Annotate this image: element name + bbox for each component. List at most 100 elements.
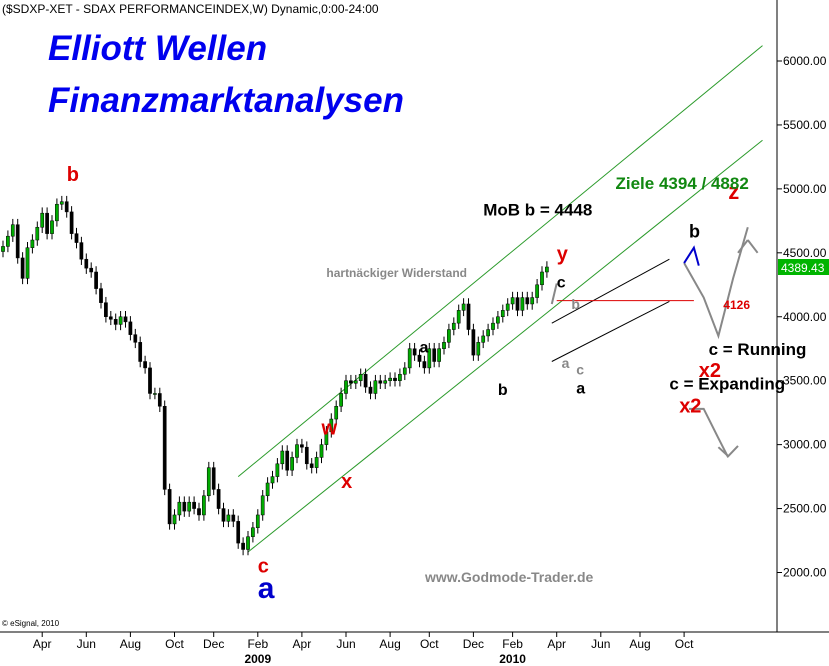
candle-body [545, 266, 549, 273]
annotation: a [258, 572, 275, 605]
x-tick-label: Dec [203, 637, 224, 651]
candle-body [334, 406, 339, 420]
candle-body [525, 297, 530, 305]
candle-body [79, 242, 84, 260]
arrowhead-z-right [747, 239, 759, 254]
candle-body [417, 354, 422, 362]
inner_lower-line [551, 300, 670, 362]
candle-body [451, 322, 456, 330]
annotation: b [498, 382, 508, 399]
x-tick-group: Apr Jun Aug Oct Dec Feb Apr Jun Aug Oct Dec Feb Apr J… [33, 632, 694, 666]
candle-body [378, 380, 383, 384]
candle-body [128, 321, 133, 335]
candle-body [447, 329, 451, 343]
candle-body [206, 467, 211, 497]
candle-body [138, 342, 143, 362]
candle-body [500, 310, 505, 318]
y-tick-label: 5500.00 [783, 118, 827, 132]
candle-body [358, 374, 363, 381]
candle-body [319, 444, 324, 458]
candle-body [476, 342, 481, 356]
candle-body [481, 335, 486, 343]
candle-body [515, 297, 520, 311]
x-tick-label: Apr [293, 637, 312, 651]
annotation: c [557, 274, 566, 291]
candle-body [329, 418, 334, 433]
title-line1: Elliott Wellen [48, 29, 267, 68]
chart-header: ($SDXP-XET - SDAX PERFORMANCEINDEX,W) Dy… [2, 2, 379, 16]
x-tick-label: Feb [502, 637, 523, 651]
candle-body [339, 393, 343, 407]
candle-body [123, 316, 128, 323]
candle-body [255, 514, 260, 528]
candle-body [407, 348, 412, 369]
candle-body [265, 482, 270, 497]
candle-body [530, 297, 535, 305]
candle-body [363, 374, 368, 388]
candle-body [143, 361, 147, 369]
x-tick-label: Jun [77, 637, 96, 651]
arrowhead-z-left [737, 239, 749, 254]
candle-body [412, 348, 417, 356]
arrowhead-x2-left [717, 446, 729, 457]
candle-body [192, 501, 196, 509]
candle-body [251, 527, 255, 537]
candle-body [442, 342, 446, 349]
candle-body [30, 239, 35, 248]
candle-body [6, 235, 10, 247]
candle-body [64, 201, 69, 213]
x-tick-label: Jun [591, 637, 610, 651]
candle-body [461, 303, 466, 311]
x-tick-label: Apr [547, 637, 566, 651]
candle-body [246, 536, 250, 550]
annotation: c = Expanding [669, 375, 785, 394]
last-price-box [778, 259, 829, 275]
candle-body [466, 303, 471, 330]
copyright: © eSignal, 2010 [2, 619, 60, 628]
candle-body [211, 467, 216, 490]
y-tick-label: 6000.00 [783, 54, 827, 68]
candle-body [15, 224, 20, 259]
candle-body [221, 508, 226, 522]
y-tick-label: 5000.00 [783, 182, 827, 196]
axes [0, 0, 829, 633]
x-tick-label: Aug [120, 637, 141, 651]
candle-body [456, 310, 461, 324]
candle-body [236, 521, 241, 544]
candle-body [388, 377, 392, 381]
annotation: MoB b = 4448 [483, 201, 592, 220]
candle-body [344, 380, 348, 394]
y-tick-label: 4000.00 [783, 310, 827, 324]
candle-body [182, 501, 187, 512]
candle-body [471, 329, 476, 356]
annotation: hartnäckiger Widerstand [326, 266, 467, 280]
candle-body [59, 201, 64, 205]
x-tick-label: Aug [629, 637, 650, 651]
candle-body [25, 247, 30, 279]
candle-body [99, 288, 103, 303]
annotation: 4126 [723, 298, 750, 312]
candle-body [20, 257, 25, 279]
y-tick-label: 2000.00 [783, 566, 827, 580]
candle-body [10, 224, 15, 237]
year-label: 2010 [499, 652, 526, 666]
x-tick-label: Dec [463, 637, 484, 651]
candle-body [300, 444, 304, 448]
candle-body [197, 508, 201, 516]
candle-body [290, 457, 294, 471]
candle-body [89, 267, 94, 273]
channel_lower-line [247, 139, 763, 553]
annotation: x2 [679, 396, 701, 418]
candle-body [270, 476, 275, 484]
candle-body [226, 514, 231, 522]
candle-body [402, 367, 407, 375]
candle-body [486, 329, 490, 337]
annotation: c [576, 361, 584, 377]
candle-body [202, 495, 206, 516]
candle-body [383, 380, 388, 384]
candle-body [535, 284, 539, 298]
candle-body [162, 406, 167, 490]
y-tick-label: 4500.00 [783, 246, 827, 260]
